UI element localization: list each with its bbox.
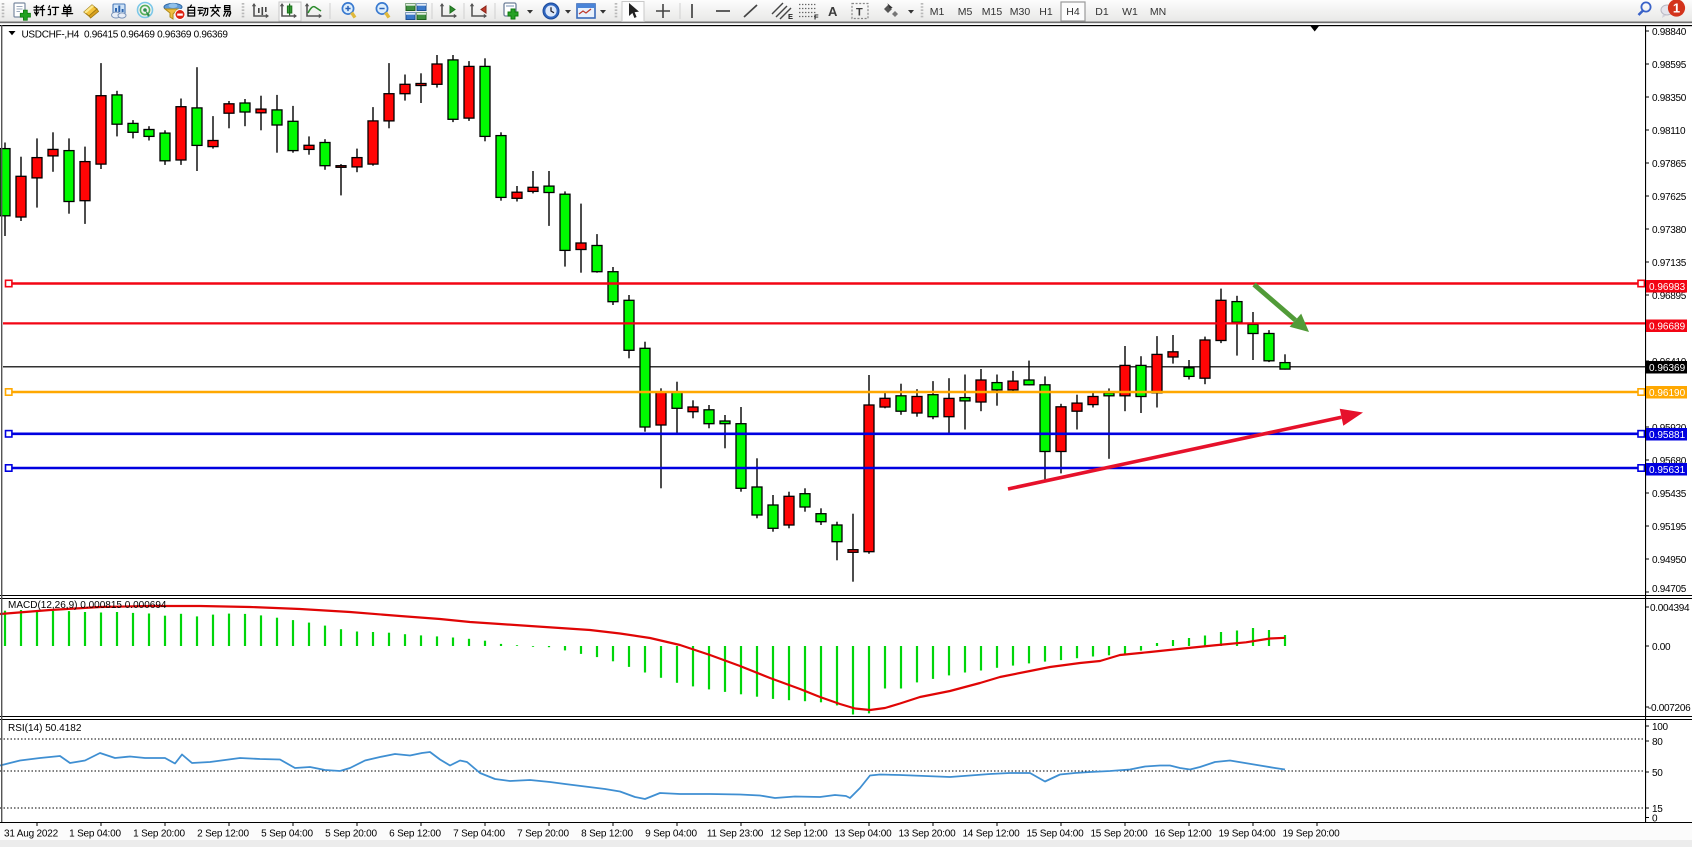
svg-text:1 Sep 04:00: 1 Sep 04:00 bbox=[69, 829, 121, 840]
svg-text:0.97865: 0.97865 bbox=[1652, 159, 1687, 170]
svg-text:0.98840: 0.98840 bbox=[1652, 27, 1687, 38]
svg-text:0.98595: 0.98595 bbox=[1652, 60, 1687, 71]
svg-text:MN: MN bbox=[1150, 6, 1166, 18]
svg-text:19 Sep 04:00: 19 Sep 04:00 bbox=[1218, 829, 1276, 840]
svg-text:0.95680: 0.95680 bbox=[1652, 456, 1687, 467]
svg-text:M1: M1 bbox=[930, 6, 945, 18]
svg-text:50: 50 bbox=[1652, 768, 1663, 779]
svg-text:7 Sep 04:00: 7 Sep 04:00 bbox=[453, 829, 505, 840]
svg-text:7 Sep 20:00: 7 Sep 20:00 bbox=[517, 829, 569, 840]
svg-text:0.98110: 0.98110 bbox=[1652, 126, 1686, 137]
svg-text:0.98350: 0.98350 bbox=[1652, 93, 1687, 104]
svg-text:13 Sep 04:00: 13 Sep 04:00 bbox=[834, 829, 892, 840]
svg-text:19 Sep 20:00: 19 Sep 20:00 bbox=[1282, 829, 1340, 840]
svg-text:0.00: 0.00 bbox=[1652, 642, 1671, 653]
svg-text:MACD(12,26,9) 0.000815 0.00069: MACD(12,26,9) 0.000815 0.000694 bbox=[8, 600, 167, 611]
svg-text:5 Sep 04:00: 5 Sep 04:00 bbox=[261, 829, 313, 840]
svg-text:W1: W1 bbox=[1122, 6, 1138, 18]
svg-text:0.95631: 0.95631 bbox=[1649, 465, 1686, 476]
svg-text:H4: H4 bbox=[1066, 6, 1080, 18]
svg-text:USDCHF-,H4 0.96415 0.96469 0.: USDCHF-,H4 0.96415 0.96469 0.96369 0.963… bbox=[22, 29, 229, 40]
svg-text:100: 100 bbox=[1652, 722, 1669, 733]
svg-text:0.004394: 0.004394 bbox=[1650, 603, 1690, 614]
svg-text:0.97380: 0.97380 bbox=[1652, 225, 1687, 236]
svg-text:M15: M15 bbox=[982, 6, 1003, 18]
svg-text:RSI(14) 50.4182: RSI(14) 50.4182 bbox=[8, 723, 82, 734]
svg-text:8 Sep 12:00: 8 Sep 12:00 bbox=[581, 829, 633, 840]
svg-text:A: A bbox=[828, 4, 838, 19]
svg-text:13 Sep 20:00: 13 Sep 20:00 bbox=[898, 829, 956, 840]
svg-text:9 Sep 04:00: 9 Sep 04:00 bbox=[645, 829, 697, 840]
svg-text:14 Sep 12:00: 14 Sep 12:00 bbox=[962, 829, 1020, 840]
svg-text:16 Sep 12:00: 16 Sep 12:00 bbox=[1154, 829, 1212, 840]
svg-text:0: 0 bbox=[1652, 813, 1658, 824]
svg-text:0.96190: 0.96190 bbox=[1649, 388, 1686, 399]
svg-text:T: T bbox=[856, 7, 863, 19]
svg-text:E: E bbox=[788, 12, 793, 21]
svg-text:5 Sep 20:00: 5 Sep 20:00 bbox=[325, 829, 377, 840]
svg-text:H1: H1 bbox=[1039, 6, 1053, 18]
svg-text:M30: M30 bbox=[1010, 6, 1031, 18]
svg-text:0.94950: 0.94950 bbox=[1652, 555, 1687, 566]
svg-text:0.96895: 0.96895 bbox=[1652, 291, 1687, 302]
svg-text:15 Sep 04:00: 15 Sep 04:00 bbox=[1026, 829, 1084, 840]
svg-text:-0.007206: -0.007206 bbox=[1648, 703, 1691, 714]
svg-text:0.94705: 0.94705 bbox=[1652, 584, 1687, 595]
svg-text:1: 1 bbox=[1673, 1, 1680, 16]
svg-text:31 Aug 2022: 31 Aug 2022 bbox=[4, 829, 59, 840]
svg-text:6 Sep 12:00: 6 Sep 12:00 bbox=[389, 829, 441, 840]
svg-text:80: 80 bbox=[1652, 737, 1663, 748]
svg-text:F: F bbox=[814, 13, 819, 22]
svg-text:0.96689: 0.96689 bbox=[1649, 322, 1686, 333]
svg-text:0.96369: 0.96369 bbox=[1649, 363, 1686, 374]
svg-text:1 Sep 20:00: 1 Sep 20:00 bbox=[133, 829, 185, 840]
svg-text:0.95435: 0.95435 bbox=[1652, 489, 1687, 500]
svg-text:0.95195: 0.95195 bbox=[1652, 522, 1687, 533]
svg-text:0.97625: 0.97625 bbox=[1652, 192, 1687, 203]
svg-text:0.97135: 0.97135 bbox=[1652, 258, 1687, 269]
svg-text:0.96983: 0.96983 bbox=[1649, 282, 1686, 293]
svg-text:12 Sep 12:00: 12 Sep 12:00 bbox=[770, 829, 828, 840]
svg-text:2 Sep 12:00: 2 Sep 12:00 bbox=[197, 829, 249, 840]
svg-text:D1: D1 bbox=[1095, 6, 1109, 18]
svg-text:15 Sep 20:00: 15 Sep 20:00 bbox=[1090, 829, 1148, 840]
svg-text:11 Sep 23:00: 11 Sep 23:00 bbox=[707, 829, 764, 840]
svg-text:M5: M5 bbox=[958, 6, 973, 18]
svg-text:15: 15 bbox=[1652, 804, 1663, 815]
svg-text:0.95881: 0.95881 bbox=[1649, 430, 1686, 441]
